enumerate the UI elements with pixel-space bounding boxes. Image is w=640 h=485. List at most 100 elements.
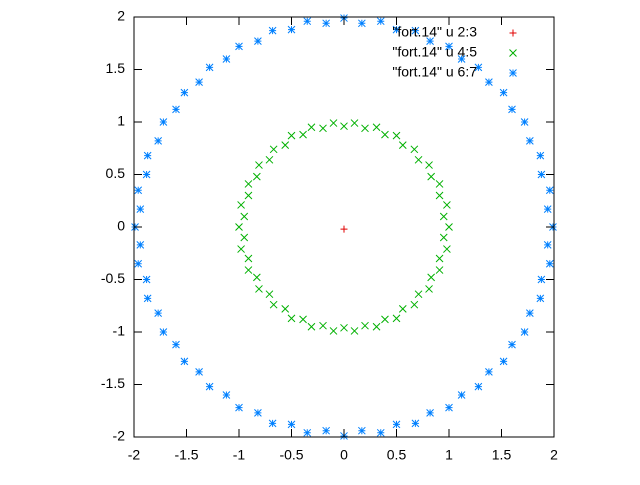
point	[268, 419, 277, 428]
y-tick-label: -0.5	[101, 270, 125, 286]
point	[508, 340, 516, 349]
x-tick-label: 1.5	[492, 447, 512, 463]
point	[457, 55, 466, 63]
point	[357, 426, 366, 435]
axes: -2 -1.5 -1 -0.5 0 0.5 1 1.5 2 -2 -1.5 -1 -0.5 0 0.5 1 1.…	[101, 8, 558, 463]
point	[235, 403, 243, 412]
point	[392, 131, 401, 140]
point	[443, 201, 451, 209]
point	[136, 240, 145, 249]
point	[525, 137, 534, 145]
point	[222, 55, 231, 63]
point	[439, 233, 448, 242]
point	[381, 315, 389, 324]
point	[205, 63, 214, 72]
point	[265, 155, 274, 164]
legend-label: "fort.14" u 6:7	[392, 64, 477, 80]
point	[269, 300, 278, 309]
point	[254, 37, 262, 46]
point	[180, 88, 189, 97]
point	[536, 151, 545, 160]
point	[410, 145, 419, 154]
point	[237, 245, 245, 253]
point	[329, 327, 338, 335]
point	[281, 305, 290, 313]
point	[543, 240, 552, 249]
point	[265, 290, 274, 299]
point	[299, 130, 307, 139]
point	[244, 266, 253, 274]
point	[134, 259, 143, 268]
point	[435, 254, 444, 263]
legend-marker	[509, 69, 517, 77]
x-tick-label: -2	[128, 447, 141, 463]
point	[545, 259, 554, 268]
legend-label: "fort.14" u 4:5	[392, 44, 477, 60]
point	[525, 309, 534, 317]
x-tick-label: -1.5	[174, 447, 198, 463]
y-tick-label: 1	[117, 113, 125, 129]
y-tick-label: -2	[113, 428, 126, 444]
point	[142, 170, 151, 179]
point	[255, 285, 263, 293]
point	[244, 191, 253, 200]
point	[545, 186, 554, 195]
point	[237, 201, 245, 209]
point	[154, 309, 163, 317]
plot-border	[133, 16, 555, 438]
point	[435, 266, 444, 274]
point	[235, 42, 243, 51]
point	[222, 391, 231, 399]
point	[254, 408, 262, 417]
point	[340, 323, 348, 332]
x-tick-label: 0.5	[387, 447, 407, 463]
point	[445, 42, 453, 51]
point	[322, 19, 331, 28]
point	[372, 322, 381, 331]
point	[445, 223, 453, 231]
point	[350, 327, 359, 335]
point	[457, 391, 466, 399]
point	[537, 275, 546, 284]
point	[520, 118, 529, 126]
point	[425, 161, 433, 169]
point	[319, 124, 327, 133]
y-tick-label: 1.5	[106, 60, 126, 76]
point	[195, 78, 203, 86]
point	[427, 273, 436, 282]
point	[287, 131, 296, 140]
point	[134, 186, 143, 195]
point	[439, 212, 448, 221]
point	[154, 137, 163, 145]
x-tick-label: 0	[340, 447, 348, 463]
point	[329, 119, 338, 127]
x-tick-label: 2	[550, 447, 558, 463]
legend-label: "fort.14" u 2:3	[392, 24, 477, 40]
point	[319, 321, 327, 330]
point	[361, 124, 369, 133]
point	[426, 408, 434, 417]
point	[307, 123, 316, 132]
x-tick-label: 1	[445, 447, 453, 463]
point	[268, 26, 277, 35]
point	[474, 63, 483, 72]
point	[357, 19, 366, 28]
point	[252, 172, 261, 181]
point	[410, 300, 419, 309]
point	[508, 105, 516, 114]
point	[252, 273, 261, 282]
y-tick-label: 2	[117, 8, 125, 24]
point	[474, 382, 483, 391]
point	[244, 254, 253, 263]
x-tick-label: -0.5	[279, 447, 303, 463]
x-tick-label: -1	[233, 447, 246, 463]
point	[414, 155, 423, 164]
point	[307, 322, 316, 331]
point	[361, 321, 369, 330]
point	[244, 180, 253, 188]
point	[350, 119, 359, 127]
point	[427, 172, 436, 181]
point	[159, 328, 168, 336]
